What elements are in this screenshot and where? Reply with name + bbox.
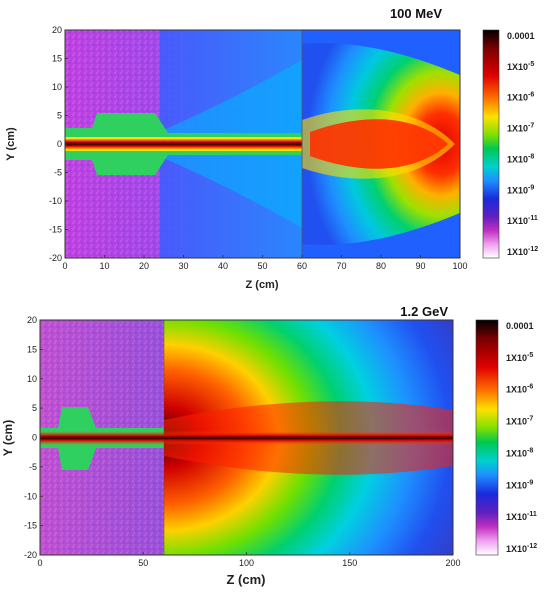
top-x-tick-label: 60 <box>297 261 307 271</box>
bottom-x-tick-label: 200 <box>445 558 460 568</box>
bottom-y-tick-label: 15 <box>27 344 37 354</box>
top-x-tick-label: 70 <box>336 261 346 271</box>
bottom-x-ticks: 0 50 100 150 200 <box>37 552 461 568</box>
bottom-y-tick-label: 10 <box>27 374 37 384</box>
top-x-tick-label: 90 <box>415 261 425 271</box>
bottom-y-tick-label: 0 <box>32 433 37 443</box>
bottom-heatmap <box>40 320 453 555</box>
bottom-colorbar-bar <box>475 319 499 556</box>
top-y-tick-label: 5 <box>57 111 62 121</box>
bottom-x-axis-label: Z (cm) <box>227 572 266 587</box>
top-colorbar-labels: 0.0001 1X10-5 1X10-6 1X10-7 1X10-8 1X10-9 1X10… <box>507 31 538 257</box>
top-x-tick-label: 10 <box>99 261 109 271</box>
bottom-y-tick-label: -5 <box>29 462 37 472</box>
top-plume-core-red <box>310 119 448 169</box>
top-y-tick-label: -5 <box>54 168 62 178</box>
bottom-y-tick-label: -10 <box>24 491 37 501</box>
top-x-tick-label: 80 <box>376 261 386 271</box>
top-y-axis-label: Y (cm) <box>5 127 17 161</box>
bottom-colorbar-label: 1X10-7 <box>506 416 533 427</box>
top-y-tick-label: 0 <box>57 139 62 149</box>
bottom-y-tick-label: 20 <box>27 315 37 325</box>
top-y-tick-label: -15 <box>49 225 62 235</box>
top-x-tick-label: 50 <box>257 261 267 271</box>
bottom-y-tick-label: 5 <box>32 403 37 413</box>
bottom-x-tick-label: 0 <box>37 558 42 568</box>
top-colorbar-label: 1X10-7 <box>507 123 534 134</box>
top-x-ticks: 0 10 20 30 40 50 60 70 80 90 100 <box>62 255 468 271</box>
bottom-x-tick-label: 50 <box>138 558 148 568</box>
bottom-colorbar-label: 1X10-8 <box>506 447 533 458</box>
bottom-y-tick-label: -20 <box>24 550 37 560</box>
top-x-tick-label: 100 <box>452 261 467 271</box>
top-x-tick-label: 30 <box>178 261 188 271</box>
top-title: 100 MeV <box>390 6 442 21</box>
bottom-title: 1.2 GeV <box>400 304 448 319</box>
top-colorbar-label: 1X10-6 <box>507 92 534 103</box>
bottom-colorbar-label: 1X10-11 <box>506 511 537 522</box>
top-x-tick-label: 0 <box>62 261 67 271</box>
bottom-y-ticks: 20 15 10 5 0 -5 -10 -15 -20 <box>24 315 43 560</box>
top-x-tick-label: 40 <box>218 261 228 271</box>
bottom-colorbar-labels: 0.0001 1X10-5 1X10-6 1X10-7 1X10-8 1X10-9 1X10… <box>506 321 537 554</box>
bottom-colorbar-label: 1X10-6 <box>506 384 533 395</box>
top-beam <box>65 139 302 149</box>
top-colorbar: 0.0001 1X10-5 1X10-6 1X10-7 1X10-8 1X10-9 1X10… <box>482 29 538 259</box>
top-y-tick-label: 20 <box>52 25 62 35</box>
top-y-tick-label: 15 <box>52 54 62 64</box>
bottom-y-tick-label: -15 <box>24 521 37 531</box>
top-colorbar-label: 1X10-5 <box>507 61 534 72</box>
bottom-colorbar-label: 1X10-9 <box>506 479 533 490</box>
top-colorbar-label: 1X10-12 <box>507 246 538 257</box>
bottom-y-axis-label: Y (cm) <box>1 420 15 456</box>
top-colorbar-bar <box>482 29 500 259</box>
top-colorbar-label: 1X10-11 <box>507 215 538 226</box>
top-y-ticks: 20 15 10 5 0 -5 -10 -15 -20 <box>49 25 68 263</box>
bottom-colorbar-label: 1X10-12 <box>506 543 537 554</box>
top-x-axis-label: Z (cm) <box>246 279 279 291</box>
bottom-x-tick-label: 150 <box>342 558 357 568</box>
bottom-beam <box>40 431 453 445</box>
bottom-colorbar: 0.0001 1X10-5 1X10-6 1X10-7 1X10-8 1X10-9 1X10… <box>475 319 537 556</box>
top-colorbar-label: 0.0001 <box>507 31 535 41</box>
top-x-tick-label: 20 <box>139 261 149 271</box>
top-heatmap <box>65 30 460 258</box>
top-colorbar-label: 1X10-9 <box>507 184 534 195</box>
top-colorbar-label: 1X10-8 <box>507 153 534 164</box>
top-y-tick-label: -20 <box>49 253 62 263</box>
bottom-colorbar-label: 0.0001 <box>506 321 534 331</box>
bottom-colorbar-label: 1X10-5 <box>506 352 533 363</box>
bottom-x-tick-label: 100 <box>239 558 254 568</box>
top-y-tick-label: -10 <box>49 196 62 206</box>
top-y-tick-label: 10 <box>52 82 62 92</box>
